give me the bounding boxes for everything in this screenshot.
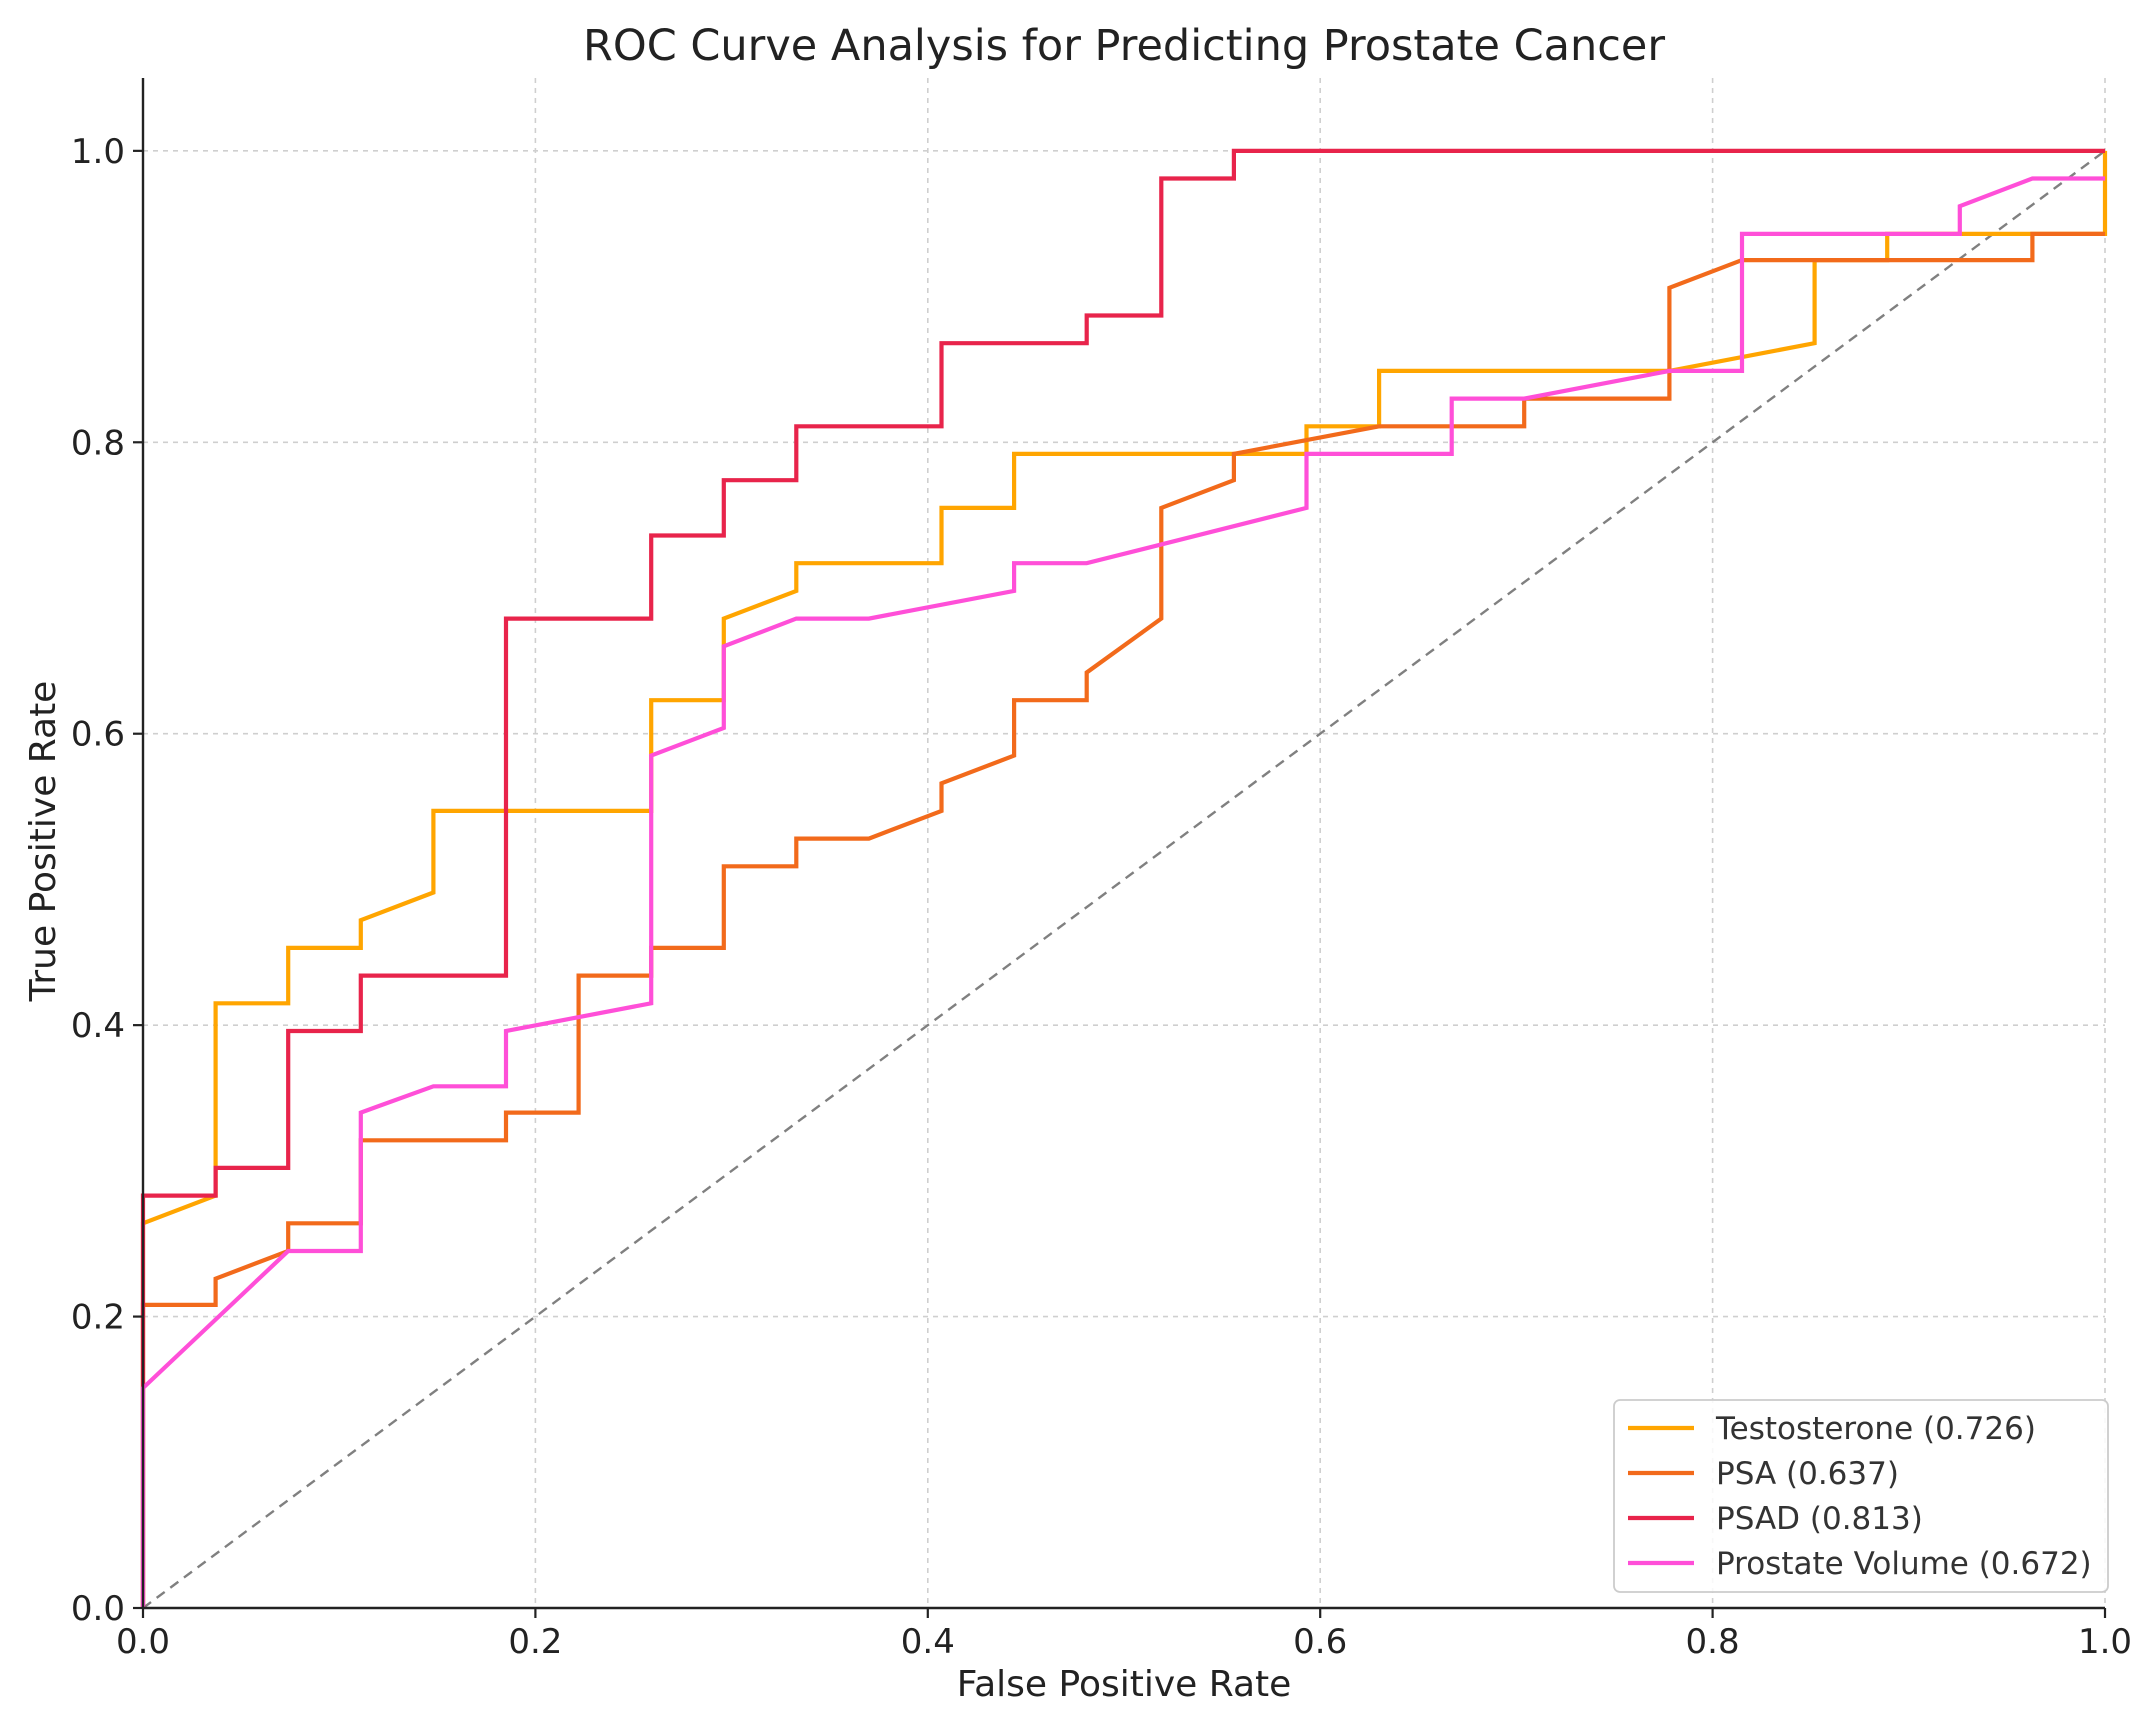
legend-item-psad: PSAD (0.813) (1628, 1501, 1923, 1537)
ticks-layer: 0.0 0.2 0.4 0.6 0.8 1.0 0.0 0.2 0.4 0.6 0.8 1.0 (71, 132, 2132, 1662)
chance-line-layer (142, 149, 2106, 1609)
x-tick-label: 1.0 (2078, 1622, 2132, 1662)
x-tick-label: 0.6 (1293, 1622, 1347, 1662)
x-axis-title: False Positive Rate (957, 1664, 1292, 1705)
chart-title: ROC Curve Analysis for Predicting Prosta… (583, 21, 1665, 71)
y-tick-label: 0.4 (71, 1006, 125, 1046)
chance-diagonal-line (142, 149, 2106, 1609)
axes-layer (141, 78, 2105, 1610)
legend-label: PSAD (0.813) (1716, 1501, 1923, 1537)
legend-label: Prostate Volume (0.672) (1716, 1546, 2092, 1582)
roc-curve-testosterone (140, 150, 2108, 1608)
y-tick-label: 0.0 (71, 1589, 125, 1629)
grid-layer (143, 78, 2106, 1608)
legend-item-testosterone: Testosterone (0.726) (1628, 1411, 2036, 1447)
y-tick-label: 0.8 (71, 423, 125, 463)
x-tick-label: 0.0 (116, 1622, 170, 1662)
roc-curve-prostate-volume (140, 176, 2105, 1608)
legend: Testosterone (0.726) PSA (0.637) PSAD (0.8… (1613, 1399, 2109, 1593)
y-axis-title: True Positive Rate (23, 681, 64, 1003)
x-tick-label: 0.8 (1686, 1622, 1740, 1662)
y-tick-label: 0.2 (71, 1298, 125, 1338)
y-tick-label: 1.0 (71, 132, 125, 172)
legend-item-psa: PSA (0.637) (1628, 1456, 1899, 1492)
legend-label: Testosterone (0.726) (1715, 1411, 2036, 1447)
x-tick-label: 0.2 (508, 1622, 562, 1662)
legend-items: Testosterone (0.726) PSA (0.637) PSAD (0.8… (1628, 1411, 2092, 1582)
y-tick-label: 0.6 (71, 715, 125, 755)
legend-label: PSA (0.637) (1716, 1456, 1899, 1492)
series-layer (140, 148, 2108, 1608)
x-tick-label: 0.4 (901, 1622, 955, 1662)
roc-curve-psad (140, 148, 2105, 1608)
legend-box (1613, 1399, 2109, 1593)
legend-item-prostate-volume: Prostate Volume (0.672) (1628, 1546, 2092, 1582)
